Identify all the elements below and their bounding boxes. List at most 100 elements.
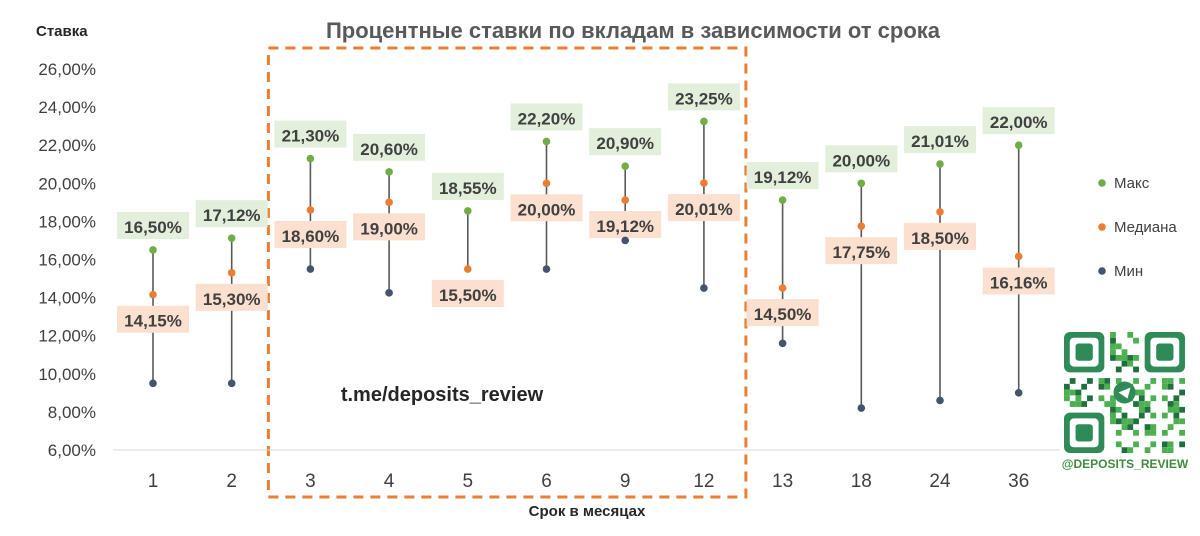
- qr-module: [1127, 332, 1134, 338]
- highlight-box: [266, 46, 748, 499]
- qr-module: [1138, 395, 1145, 402]
- data-point: [385, 289, 393, 297]
- data-point: [857, 222, 866, 230]
- median-data-label: 19,00%: [360, 219, 418, 238]
- data-point: [778, 339, 787, 348]
- qr-module: [1069, 378, 1076, 384]
- qr-module: [1161, 378, 1168, 384]
- max-data-label-bg: [982, 107, 1055, 135]
- watermark-text: t.me/deposits_review: [341, 384, 544, 406]
- data-points: [149, 117, 1023, 412]
- max-data-label: 20,60%: [360, 140, 418, 159]
- median-data-label-bg: [117, 305, 189, 333]
- max-data-label-bg: [431, 172, 504, 200]
- y-tick-label: 12,00%: [38, 327, 96, 346]
- median-data-label: 17,75%: [832, 243, 890, 262]
- data-point: [621, 236, 629, 245]
- qr-module: [1179, 378, 1185, 384]
- highlight-rect: [266, 46, 748, 499]
- qr-module: [1133, 429, 1139, 436]
- data-point: [385, 168, 393, 176]
- qr-module: [1110, 355, 1116, 361]
- qr-module: [1115, 429, 1122, 436]
- qr-module: [1064, 389, 1070, 396]
- data-point: [306, 154, 315, 163]
- median-data-label-bg: [353, 213, 426, 241]
- y-tick-label: 20,00%: [38, 174, 96, 193]
- max-data-label-bg: [274, 120, 347, 148]
- y-tick-label: 18,00%: [38, 212, 96, 231]
- qr-module: [1110, 406, 1116, 413]
- qr-module: [1173, 395, 1180, 402]
- chart-title: Процентные ставки по вкладам в зависимос…: [326, 18, 941, 43]
- x-tick-label: 9: [620, 471, 631, 492]
- x-axis: 1 2 3 4 5 6 9 12 13 18 24 36: [113, 449, 1060, 492]
- qr-module: [1138, 389, 1145, 396]
- qr-module: [1173, 406, 1180, 413]
- legend-label: Мин: [1114, 263, 1143, 280]
- qr-module: [1127, 447, 1134, 453]
- qr-module: [1064, 395, 1070, 402]
- median-data-label-bg: [667, 194, 740, 222]
- qr-module: [1104, 401, 1111, 407]
- legend: Макс Медиана Мин: [1098, 175, 1177, 280]
- y-axis-label: Ставка: [36, 23, 88, 40]
- qr-module: [1127, 360, 1134, 367]
- data-point: [700, 117, 708, 126]
- max-data-label-bg: [510, 103, 583, 131]
- max-data-label-bg: [589, 128, 662, 156]
- qr-module: [1081, 383, 1088, 390]
- qr-module: [1133, 389, 1139, 396]
- qr-module: [1144, 429, 1151, 436]
- qr-finder-core: [1075, 343, 1093, 361]
- qr-module: [1110, 337, 1116, 344]
- qr-module: [1133, 401, 1139, 407]
- max-data-label: 18,55%: [439, 179, 497, 198]
- qr-module: [1167, 424, 1174, 430]
- qr-module: [1173, 412, 1180, 419]
- qr-module: [1075, 389, 1082, 396]
- qr-module: [1150, 395, 1157, 402]
- max-data-label: 20,90%: [596, 134, 654, 153]
- qr-module: [1133, 378, 1139, 384]
- qr-module: [1150, 429, 1157, 436]
- max-data-label-bg: [195, 200, 268, 228]
- max-data-label: 22,00%: [990, 113, 1048, 132]
- qr-module: [1115, 418, 1122, 425]
- max-data-label-bg: [353, 133, 426, 161]
- qr-module: [1110, 332, 1116, 338]
- legend-label: Медиана: [1114, 219, 1177, 236]
- median-data-label: 20,00%: [518, 200, 576, 219]
- qr-module: [1144, 424, 1151, 430]
- data-point: [1014, 252, 1023, 261]
- y-tick-label: 14,00%: [38, 289, 96, 308]
- qr-module: [1179, 441, 1185, 448]
- qr-module: [1179, 389, 1185, 396]
- qr-module: [1167, 441, 1174, 448]
- qr-module: [1144, 447, 1151, 453]
- qr-module: [1064, 383, 1070, 390]
- qr-module: [1110, 401, 1116, 407]
- x-tick-label: 1: [148, 471, 159, 492]
- qr-module: [1115, 441, 1122, 448]
- qr-module: [1144, 406, 1151, 413]
- qr-module: [1138, 412, 1145, 419]
- x-tick-label: 5: [463, 471, 474, 492]
- qr-module: [1133, 366, 1139, 373]
- max-data-label-bg: [667, 83, 740, 111]
- qr-module: [1161, 395, 1168, 402]
- data-point: [464, 265, 472, 273]
- qr-module: [1150, 441, 1157, 448]
- max-data-label-bg: [904, 126, 976, 154]
- qr-module: [1104, 378, 1111, 384]
- data-labels: 16,50% 14,15% 17,12% 15,30% 21,30% 18,60% 20,6…: [117, 83, 1055, 333]
- data-point: [464, 207, 472, 215]
- data-point: [149, 290, 157, 299]
- qr-module: [1133, 441, 1139, 448]
- telegram-plane-shape: [1118, 387, 1131, 399]
- median-data-label: 14,15%: [124, 312, 182, 331]
- median-data-label-bg: [589, 211, 662, 239]
- max-data-label: 17,12%: [203, 206, 261, 225]
- qr-module: [1115, 406, 1122, 413]
